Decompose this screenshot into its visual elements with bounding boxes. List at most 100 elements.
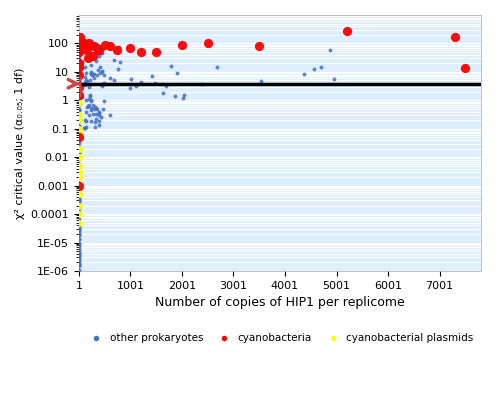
- Point: [87, 62, 95, 68]
- Point: [127, 76, 135, 82]
- Point: [97, 49, 105, 56]
- Point: [326, 47, 334, 53]
- Point: [75, 170, 83, 177]
- Point: [75, 197, 83, 203]
- Point: [78, 59, 86, 65]
- Point: [86, 92, 94, 99]
- Point: [75, 71, 83, 78]
- Point: [88, 102, 96, 108]
- Point: [75, 89, 83, 95]
- Point: [82, 70, 90, 76]
- Point: [75, 198, 83, 205]
- Point: [90, 53, 98, 59]
- Point: [75, 194, 83, 200]
- Point: [99, 106, 107, 113]
- Point: [75, 251, 83, 257]
- Point: [96, 49, 104, 55]
- Point: [78, 40, 86, 47]
- Point: [89, 71, 97, 77]
- Point: [75, 223, 83, 229]
- Point: [148, 73, 156, 80]
- Point: [84, 55, 92, 61]
- Point: [94, 45, 102, 52]
- Point: [75, 61, 83, 67]
- Point: [96, 112, 104, 118]
- Point: [75, 182, 83, 189]
- Point: [172, 69, 180, 76]
- Point: [75, 267, 83, 273]
- Point: [76, 56, 84, 63]
- Point: [75, 251, 83, 257]
- Point: [75, 155, 83, 162]
- Point: [84, 103, 92, 109]
- Point: [114, 66, 122, 72]
- Point: [75, 123, 83, 129]
- Point: [88, 69, 96, 76]
- Point: [75, 83, 83, 90]
- Point: [96, 47, 104, 53]
- Point: [81, 117, 89, 123]
- Point: [75, 169, 83, 175]
- Point: [115, 44, 123, 51]
- Point: [75, 154, 83, 160]
- Point: [75, 154, 83, 160]
- Point: [82, 103, 90, 110]
- Point: [75, 241, 83, 248]
- Point: [75, 261, 83, 267]
- Point: [75, 140, 83, 146]
- Point: [75, 54, 83, 60]
- Point: [75, 66, 83, 72]
- Point: [86, 105, 94, 111]
- Point: [158, 80, 166, 87]
- Point: [75, 47, 83, 53]
- Point: [75, 48, 83, 54]
- Point: [100, 80, 108, 86]
- Point: [75, 126, 83, 132]
- Point: [75, 91, 83, 98]
- Point: [114, 47, 122, 53]
- Point: [81, 74, 89, 80]
- Point: [75, 154, 83, 160]
- Point: [75, 253, 83, 259]
- Y-axis label: χ² critical value (α₀.₀₅; 1 df): χ² critical value (α₀.₀₅; 1 df): [15, 67, 25, 219]
- X-axis label: Number of copies of HIP1 per replicome: Number of copies of HIP1 per replicome: [155, 296, 404, 309]
- Point: [85, 112, 93, 118]
- Point: [75, 79, 83, 86]
- Point: [75, 60, 83, 67]
- Point: [75, 78, 83, 85]
- Point: [75, 101, 83, 108]
- Point: [256, 78, 264, 84]
- Point: [75, 191, 83, 198]
- Point: [75, 164, 83, 170]
- Point: [75, 132, 83, 138]
- Point: [92, 58, 100, 64]
- Point: [90, 119, 98, 125]
- Point: [75, 51, 83, 58]
- Point: [166, 62, 174, 69]
- Point: [90, 75, 98, 81]
- Point: [255, 43, 263, 49]
- Point: [451, 34, 459, 40]
- Point: [88, 71, 96, 77]
- Point: [87, 51, 95, 57]
- Point: [317, 63, 325, 70]
- Point: [75, 131, 83, 137]
- Point: [75, 92, 83, 99]
- Point: [88, 72, 96, 78]
- Point: [85, 54, 93, 61]
- Point: [75, 71, 83, 77]
- Point: [82, 109, 90, 115]
- Point: [75, 156, 83, 162]
- Point: [106, 75, 114, 81]
- Point: [98, 69, 106, 75]
- Point: [75, 168, 83, 174]
- Point: [98, 83, 106, 89]
- Point: [80, 40, 88, 47]
- Point: [90, 43, 98, 49]
- Point: [126, 45, 134, 51]
- Point: [94, 118, 102, 124]
- Point: [126, 85, 134, 92]
- Point: [75, 236, 83, 243]
- Point: [99, 80, 107, 87]
- Point: [100, 71, 108, 78]
